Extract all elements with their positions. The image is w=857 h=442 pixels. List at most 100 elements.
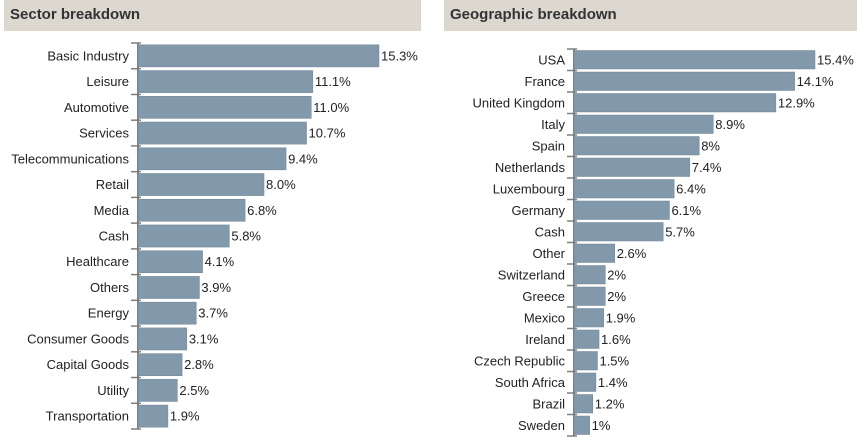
bar [573, 415, 590, 435]
category-label: Mexico [524, 310, 565, 325]
category-label: Healthcare [66, 254, 129, 269]
category-label: Germany [512, 203, 566, 218]
category-label: United Kingdom [473, 95, 566, 110]
category-label: South Africa [495, 375, 566, 390]
bar [137, 224, 230, 248]
bar [573, 200, 670, 220]
geographic-breakdown-title: Geographic breakdown [444, 0, 857, 31]
value-label: 11.0% [313, 100, 349, 115]
sector-breakdown-panel: Sector breakdown Basic Industry 15.3% Leis… [4, 0, 421, 430]
value-label: 3.7% [198, 306, 228, 321]
bar [137, 379, 178, 402]
value-label: 7.4% [692, 160, 722, 175]
category-label: Others [90, 280, 130, 295]
category-label: Automotive [64, 100, 129, 115]
value-label: 1.4% [598, 375, 628, 390]
category-label: Sweden [518, 418, 565, 433]
category-label: Ireland [525, 332, 565, 347]
value-label: 6.4% [676, 181, 706, 196]
value-label: 1% [592, 418, 611, 433]
value-label: 1.9% [606, 310, 636, 325]
category-label: Greece [522, 289, 565, 304]
category-label: Brazil [532, 396, 565, 411]
value-label: 3.9% [201, 280, 231, 295]
bar [573, 243, 615, 263]
value-label: 6.1% [671, 203, 701, 218]
category-label: Other [532, 246, 565, 261]
value-label: 14.1% [797, 74, 834, 89]
bar [137, 353, 183, 376]
value-label: 1.9% [170, 409, 200, 424]
bar [573, 372, 597, 392]
value-label: 8.0% [266, 177, 296, 192]
value-label: 9.4% [288, 151, 318, 166]
bar [137, 404, 169, 428]
value-label: 2.6% [617, 246, 647, 261]
category-label: Czech Republic [474, 353, 566, 368]
value-label: 10.7% [309, 126, 346, 141]
category-label: Utility [97, 383, 129, 398]
bar [573, 308, 604, 328]
geographic-breakdown-panel: Geographic breakdown USA 15.4% France 14.1%… [444, 0, 857, 437]
bar [573, 351, 598, 371]
sector-breakdown-title: Sector breakdown [4, 0, 421, 31]
value-label: 2.5% [179, 383, 209, 398]
bar [573, 71, 795, 91]
category-label: Media [94, 203, 130, 218]
value-label: 3.1% [189, 331, 219, 346]
category-label: Cash [99, 229, 129, 244]
bar [573, 157, 691, 177]
category-label: USA [538, 52, 565, 67]
category-label: Leisure [86, 74, 129, 89]
bar [137, 173, 265, 196]
category-label: Consumer Goods [27, 331, 129, 346]
value-label: 5.8% [231, 229, 261, 244]
bar [137, 327, 188, 351]
bar [573, 286, 606, 306]
category-label: Spain [532, 138, 565, 153]
bar [573, 50, 816, 70]
value-label: 4.1% [205, 254, 235, 269]
bar [573, 394, 594, 414]
value-label: 1.2% [595, 396, 625, 411]
value-label: 12.9% [778, 95, 815, 110]
bar [137, 301, 197, 325]
value-label: 11.1% [315, 74, 351, 89]
category-label: France [525, 74, 565, 89]
value-label: 1.6% [601, 332, 631, 347]
category-label: Switzerland [498, 267, 565, 282]
category-label: Services [79, 126, 129, 141]
value-label: 1.5% [599, 353, 629, 368]
category-label: Cash [535, 224, 565, 239]
value-label: 8% [701, 138, 720, 153]
value-label: 2.8% [184, 357, 214, 372]
category-label: Energy [88, 306, 130, 321]
bar [137, 276, 200, 299]
category-label: Capital Goods [47, 357, 130, 372]
bar [573, 93, 777, 113]
value-label: 15.4% [817, 52, 854, 67]
value-label: 5.7% [665, 224, 695, 239]
category-label: Italy [541, 117, 565, 132]
bar [137, 96, 312, 119]
bar [573, 222, 664, 242]
bar [137, 147, 287, 171]
bar [137, 70, 314, 93]
bar [573, 114, 714, 134]
value-label: 8.9% [715, 117, 745, 132]
value-label: 15.3% [381, 48, 418, 63]
category-label: Netherlands [495, 160, 566, 175]
category-label: Transportation [46, 409, 129, 424]
category-label: Luxembourg [493, 181, 565, 196]
bar [573, 179, 675, 199]
bar [573, 329, 600, 349]
category-label: Retail [96, 177, 129, 192]
bar [137, 44, 380, 68]
geographic-breakdown-chart: USA 15.4% France 14.1% United Kingdom 12.9% It… [473, 48, 854, 437]
value-label: 2% [607, 289, 626, 304]
category-label: Basic Industry [47, 48, 129, 63]
value-label: 6.8% [247, 203, 277, 218]
value-label: 2% [607, 267, 626, 282]
sector-breakdown-chart: Basic Industry 15.3% Leisure 11.1% Automotiv… [11, 42, 418, 430]
bar [573, 265, 606, 285]
